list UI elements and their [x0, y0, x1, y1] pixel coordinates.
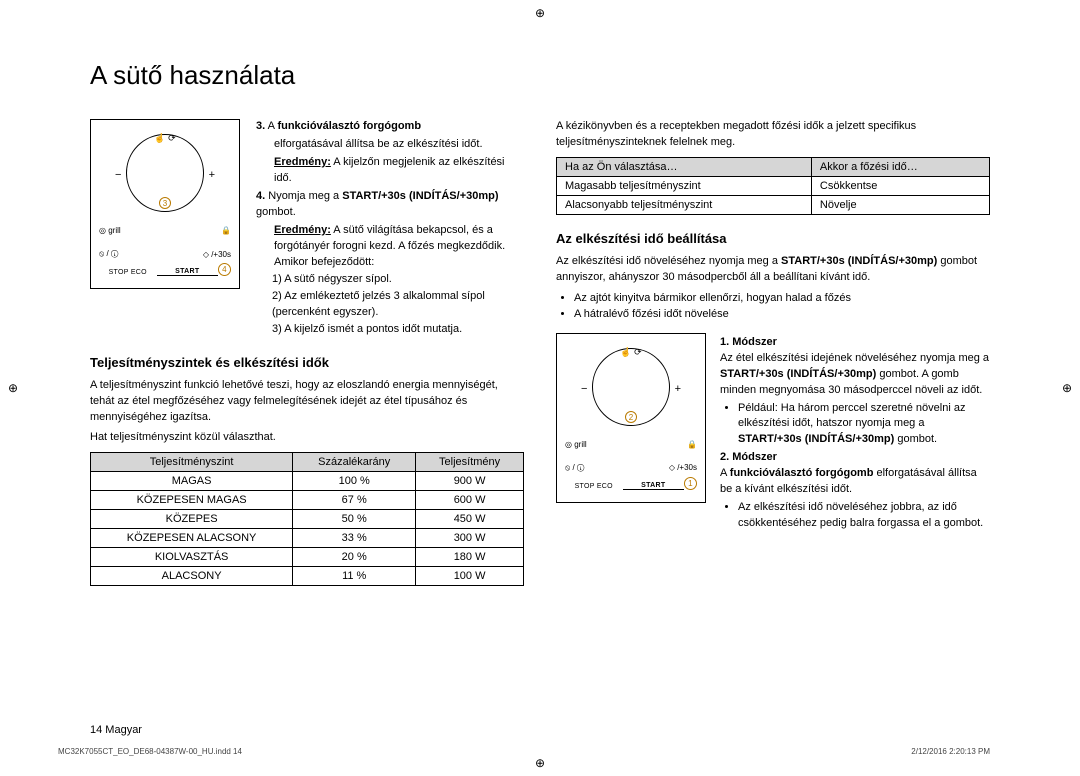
- table-row: KÖZEPESEN MAGAS67 %600 W: [91, 490, 524, 509]
- power-levels-heading: Teljesítményszintek és elkészítési idők: [90, 355, 524, 370]
- stop-eco-icon: ⦸ / ⓘ: [565, 463, 584, 473]
- control-panel-figure-1: ☝ ⟳ − + 3 ◎ grill 🔒 ⦸ / ⓘ ◇ /+30s STOP E…: [90, 119, 240, 289]
- time-setting-p1: Az elkészítési idő növeléséhez nyomja me…: [556, 254, 990, 286]
- pt-col-0: Teljesítményszint: [91, 452, 293, 471]
- method-text: 1. Módszer Az étel elkészítési idejének …: [720, 333, 990, 532]
- minus-icon: −: [115, 169, 121, 181]
- table-row: ALACSONY11 %100 W: [91, 566, 524, 585]
- substep-2: 2) Az emlékeztető jelzés 3 alkalommal sí…: [272, 289, 524, 321]
- callout-1: 1: [684, 477, 697, 490]
- page-title: A sütő használata: [90, 60, 990, 91]
- steps-3-4: 3. A funkcióválasztó forgógomb elforgatá…: [256, 119, 524, 339]
- substep-3: 3) A kijelző ismét a pontos időt mutatja…: [272, 322, 524, 338]
- control-panel-figure-2: ☝ ⟳ − + 2 ◎ grill 🔒 ⦸ / ⓘ ◇ /+30s STOP E…: [556, 333, 706, 503]
- stop-eco-icon: ⦸ / ⓘ: [99, 249, 118, 259]
- method-1-text: Az étel elkészítési idejének növeléséhez…: [720, 351, 990, 399]
- method-2-bullet: Az elkészítési idő növeléséhez jobbra, a…: [738, 500, 990, 532]
- table-row: MAGAS100 %900 W: [91, 471, 524, 490]
- hand-clock-icon: ☝ ⟳: [154, 133, 175, 144]
- bullet-2: A hátralévő főzési időt növelése: [574, 306, 990, 323]
- start-label: START: [157, 268, 219, 276]
- pt-col-1: Százalékarány: [293, 452, 416, 471]
- method-1-bullet: Például: Ha három perccel szeretné növel…: [738, 401, 990, 449]
- substep-1: 1) A sütő négyszer sípol.: [272, 272, 524, 288]
- grill-icon: ◎ grill: [99, 226, 121, 235]
- ct-col-1: Akkor a főzési idő…: [811, 157, 989, 176]
- step-4-index: 4.: [256, 190, 265, 202]
- pt-col-2: Teljesítmény: [416, 452, 524, 471]
- left-column: ☝ ⟳ − + 3 ◎ grill 🔒 ⦸ / ⓘ ◇ /+30s STOP E…: [90, 119, 524, 586]
- indd-timestamp: 2/12/2016 2:20:13 PM: [911, 747, 990, 756]
- crop-mark-right: ⊕: [1062, 381, 1072, 395]
- choice-table: Ha az Ön választása… Akkor a főzési idő……: [556, 157, 990, 215]
- step-3-index: 3.: [256, 120, 265, 132]
- method-2-text: A funkcióválasztó forgógomb elforgatásáv…: [720, 466, 990, 498]
- ct-col-0: Ha az Ön választása…: [557, 157, 812, 176]
- table-row: KIOLVASZTÁS20 %180 W: [91, 547, 524, 566]
- power-levels-p1: A teljesítményszint funkció lehetővé tes…: [90, 378, 524, 426]
- callout-4: 4: [218, 263, 231, 276]
- table-row: KÖZEPES50 %450 W: [91, 509, 524, 528]
- step-4-result-label: Eredmény:: [274, 224, 331, 236]
- start-label: START: [623, 482, 685, 490]
- right-column: A kézikönyvben és a receptekben megadott…: [556, 119, 990, 586]
- stop-eco-label: STOP ECO: [565, 483, 623, 490]
- page-number: 14 Magyar: [90, 724, 142, 736]
- grill-icon: ◎ grill: [565, 440, 587, 449]
- plus-icon: +: [209, 169, 215, 181]
- minus-icon: −: [581, 383, 587, 395]
- table-row: Magasabb teljesítményszintCsökkentse: [557, 176, 990, 195]
- right-intro: A kézikönyvben és a receptekben megadott…: [556, 119, 990, 151]
- start-30s-icon: ◇ /+30s: [203, 250, 231, 259]
- crop-mark-bottom: ⊕: [535, 756, 545, 770]
- dial-illustration: ☝ ⟳ − + 3: [126, 134, 204, 212]
- step-3-bold: funkcióválasztó forgógomb: [277, 120, 421, 132]
- step-3-result-label: Eredmény:: [274, 156, 331, 168]
- table-row: Alacsonyabb teljesítményszintNövelje: [557, 195, 990, 214]
- callout-3: 3: [159, 197, 171, 209]
- lock-icon: 🔒: [221, 226, 231, 235]
- crop-mark-top: ⊕: [535, 6, 545, 20]
- content-columns: ☝ ⟳ − + 3 ◎ grill 🔒 ⦸ / ⓘ ◇ /+30s STOP E…: [90, 119, 990, 586]
- step-3-text-c: elforgatásával állítsa be az elkészítési…: [256, 137, 524, 153]
- method-1-head: 1. Módszer: [720, 335, 990, 351]
- step-4-bold: START/+30s (INDÍTÁS/+30mp): [342, 190, 498, 202]
- method-2-head: 2. Módszer: [720, 450, 990, 466]
- hand-clock-icon: ☝ ⟳: [620, 347, 641, 358]
- lock-icon: 🔒: [687, 440, 697, 449]
- step-4-text-c: gombot.: [256, 206, 296, 218]
- indd-filename: MC32K7055CT_EO_DE68-04387W-00_HU.indd 14: [58, 747, 242, 756]
- crop-mark-left: ⊕: [8, 381, 18, 395]
- callout-2: 2: [625, 411, 637, 423]
- dial-illustration-2: ☝ ⟳ − + 2: [592, 348, 670, 426]
- plus-icon: +: [675, 383, 681, 395]
- stop-eco-label: STOP ECO: [99, 269, 157, 276]
- step-3-text-a: A: [268, 120, 278, 132]
- power-levels-p2: Hat teljesítményszint közül választhat.: [90, 430, 524, 446]
- time-setting-heading: Az elkészítési idő beállítása: [556, 231, 990, 246]
- start-30s-icon: ◇ /+30s: [669, 463, 697, 472]
- power-levels-table: Teljesítményszint Százalékarány Teljesít…: [90, 452, 524, 586]
- step-4-text-a: Nyomja meg a: [268, 190, 342, 202]
- table-row: KÖZEPESEN ALACSONY33 %300 W: [91, 528, 524, 547]
- bullet-1: Az ajtót kinyitva bármikor ellenőrzi, ho…: [574, 290, 990, 307]
